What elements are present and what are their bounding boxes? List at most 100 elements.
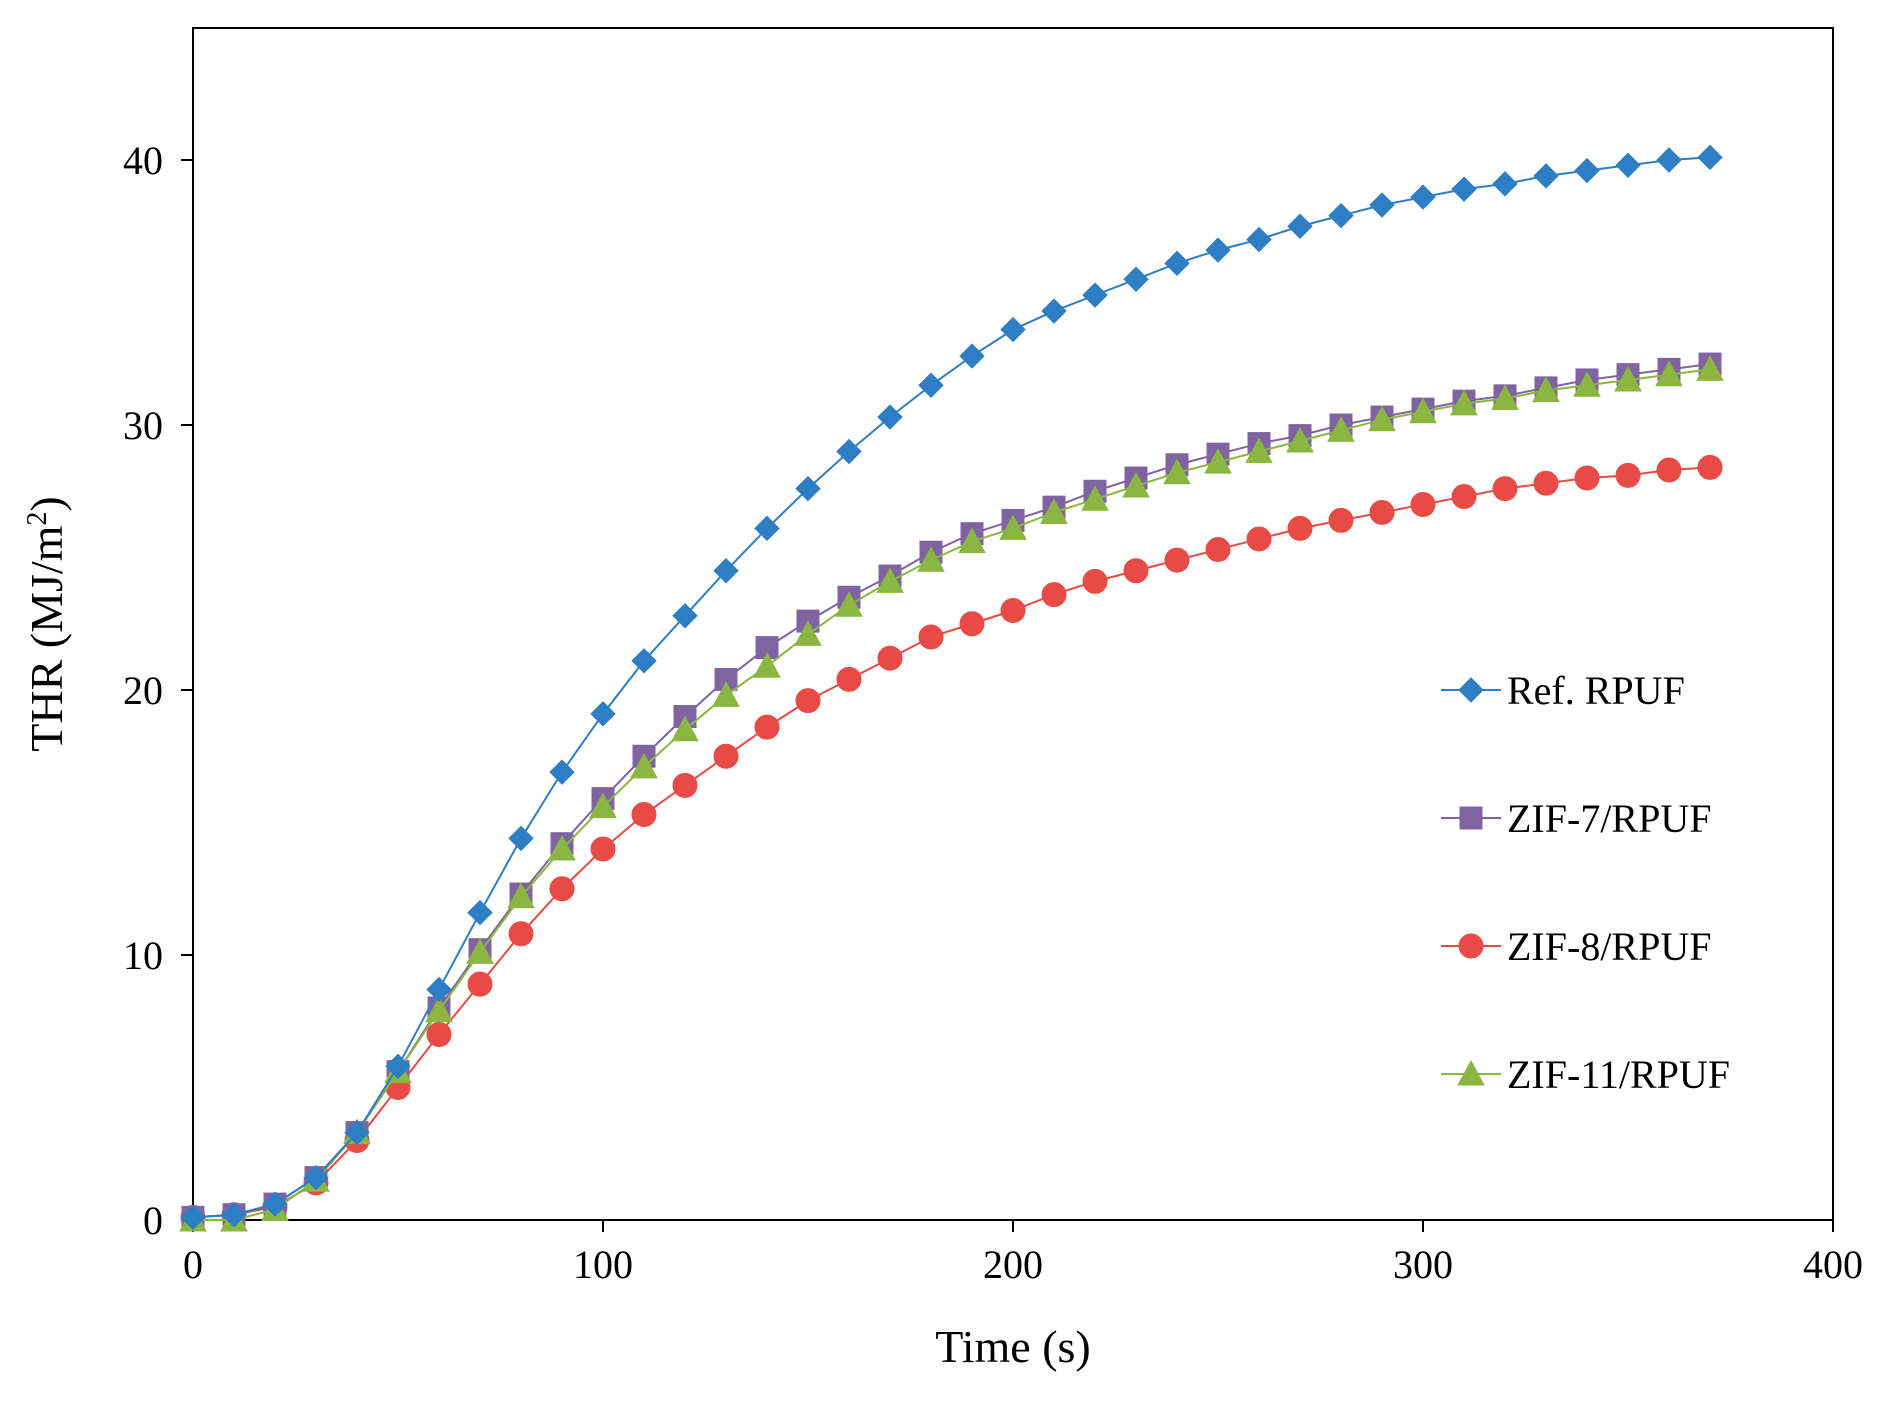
data-point xyxy=(385,1053,411,1080)
data-point xyxy=(1696,355,1724,381)
data-point xyxy=(1327,416,1355,442)
data-point xyxy=(507,882,535,909)
data-point xyxy=(1492,476,1518,502)
data-point xyxy=(344,1119,370,1146)
data-point xyxy=(549,876,575,902)
data-point xyxy=(1205,537,1231,563)
x-tick-label: 100 xyxy=(573,1242,633,1287)
legend-item: ZIF-8/RPUF xyxy=(1441,924,1712,969)
data-point xyxy=(918,372,944,398)
data-point xyxy=(672,772,698,798)
data-point xyxy=(713,558,739,584)
series-zif-8-rpuf xyxy=(180,454,1723,1230)
legend-item: ZIF-7/RPUF xyxy=(1441,796,1712,841)
data-point xyxy=(508,921,534,947)
data-point xyxy=(959,343,985,369)
data-point xyxy=(630,752,658,779)
data-point xyxy=(835,591,863,617)
data-point xyxy=(1082,568,1108,594)
legend-item: ZIF-11/RPUF xyxy=(1441,1052,1730,1097)
series-ref-rpuf xyxy=(180,144,1723,1231)
data-point xyxy=(795,475,821,502)
data-point xyxy=(1123,558,1149,584)
data-point xyxy=(1205,237,1231,263)
data-point xyxy=(590,701,616,727)
data-point xyxy=(1286,426,1314,453)
data-point xyxy=(1000,316,1026,343)
series-zif-7-rpuf xyxy=(181,352,1722,1229)
data-point xyxy=(426,1022,452,1047)
legend-item: Ref. RPUF xyxy=(1441,668,1685,713)
data-point xyxy=(1615,152,1641,179)
data-point xyxy=(1451,176,1477,202)
data-point xyxy=(712,681,740,707)
data-point xyxy=(1615,462,1641,488)
data-point xyxy=(590,836,616,862)
data-point xyxy=(1041,582,1067,608)
x-axis-title: Time (s) xyxy=(935,1321,1091,1372)
y-axis: 0 10 20 30 40 xyxy=(123,138,193,1243)
data-point xyxy=(262,1191,288,1217)
legend: Ref. RPUF ZIF-7/RPUF ZIF-8/RPUF ZIF-11/RPUF xyxy=(1441,668,1730,1097)
data-point xyxy=(1081,485,1109,511)
data-point xyxy=(180,1204,206,1231)
data-point xyxy=(754,714,780,740)
data-point xyxy=(836,438,862,465)
x-tick-label: 200 xyxy=(983,1242,1043,1287)
data-point xyxy=(1573,371,1601,397)
series-zif-11-rpuf xyxy=(179,355,1724,1232)
data-point xyxy=(1123,266,1149,292)
data-point xyxy=(1491,384,1519,411)
data-point xyxy=(917,546,945,572)
data-point xyxy=(1533,470,1559,496)
data-point xyxy=(1410,184,1436,210)
y-tick-label: 10 xyxy=(123,933,163,978)
data-point xyxy=(672,603,698,629)
series-line xyxy=(192,466,1711,1219)
data-point xyxy=(548,834,576,861)
data-point xyxy=(631,802,657,828)
data-point xyxy=(795,688,821,714)
y-axis-title-close: ) xyxy=(21,496,72,511)
data-point xyxy=(754,515,780,542)
plot-area xyxy=(179,144,1724,1232)
data-point xyxy=(549,759,575,785)
x-tick-label: 0 xyxy=(183,1242,203,1287)
x-tick-label: 300 xyxy=(1393,1242,1453,1287)
y-axis-title: THR (MJ/m2) xyxy=(21,496,72,752)
x-axis: 0 100 200 300 400 xyxy=(183,1220,1863,1287)
data-point xyxy=(1697,144,1723,171)
data-point xyxy=(959,611,985,637)
data-point xyxy=(877,645,903,671)
data-point xyxy=(1369,499,1395,525)
data-point xyxy=(1655,360,1683,387)
legend-label: ZIF-11/RPUF xyxy=(1507,1052,1730,1097)
series-line xyxy=(193,368,1711,1221)
y-tick-label: 20 xyxy=(123,668,163,713)
data-point xyxy=(1246,226,1272,253)
data-point xyxy=(1656,457,1682,483)
legend-marker xyxy=(1459,806,1483,830)
data-point xyxy=(1164,547,1190,573)
data-point xyxy=(1574,157,1600,184)
data-point xyxy=(1492,171,1518,197)
data-point xyxy=(1574,465,1600,491)
legend-marker xyxy=(1458,933,1484,959)
data-point xyxy=(1040,498,1068,524)
data-point xyxy=(1082,282,1108,308)
data-point xyxy=(508,825,534,852)
legend-marker xyxy=(1458,677,1484,703)
data-point xyxy=(836,666,862,692)
data-point xyxy=(999,514,1027,540)
data-point xyxy=(1246,526,1272,552)
data-point xyxy=(958,527,986,554)
data-point xyxy=(589,792,617,819)
y-tick-label: 30 xyxy=(123,403,163,448)
data-point xyxy=(1697,454,1723,480)
y-tick-label: 0 xyxy=(143,1198,163,1243)
data-point xyxy=(303,1164,329,1191)
y-axis-title-superscript: 2 xyxy=(22,512,53,526)
data-point xyxy=(876,567,904,593)
data-point xyxy=(631,648,657,674)
data-point xyxy=(1245,437,1273,464)
